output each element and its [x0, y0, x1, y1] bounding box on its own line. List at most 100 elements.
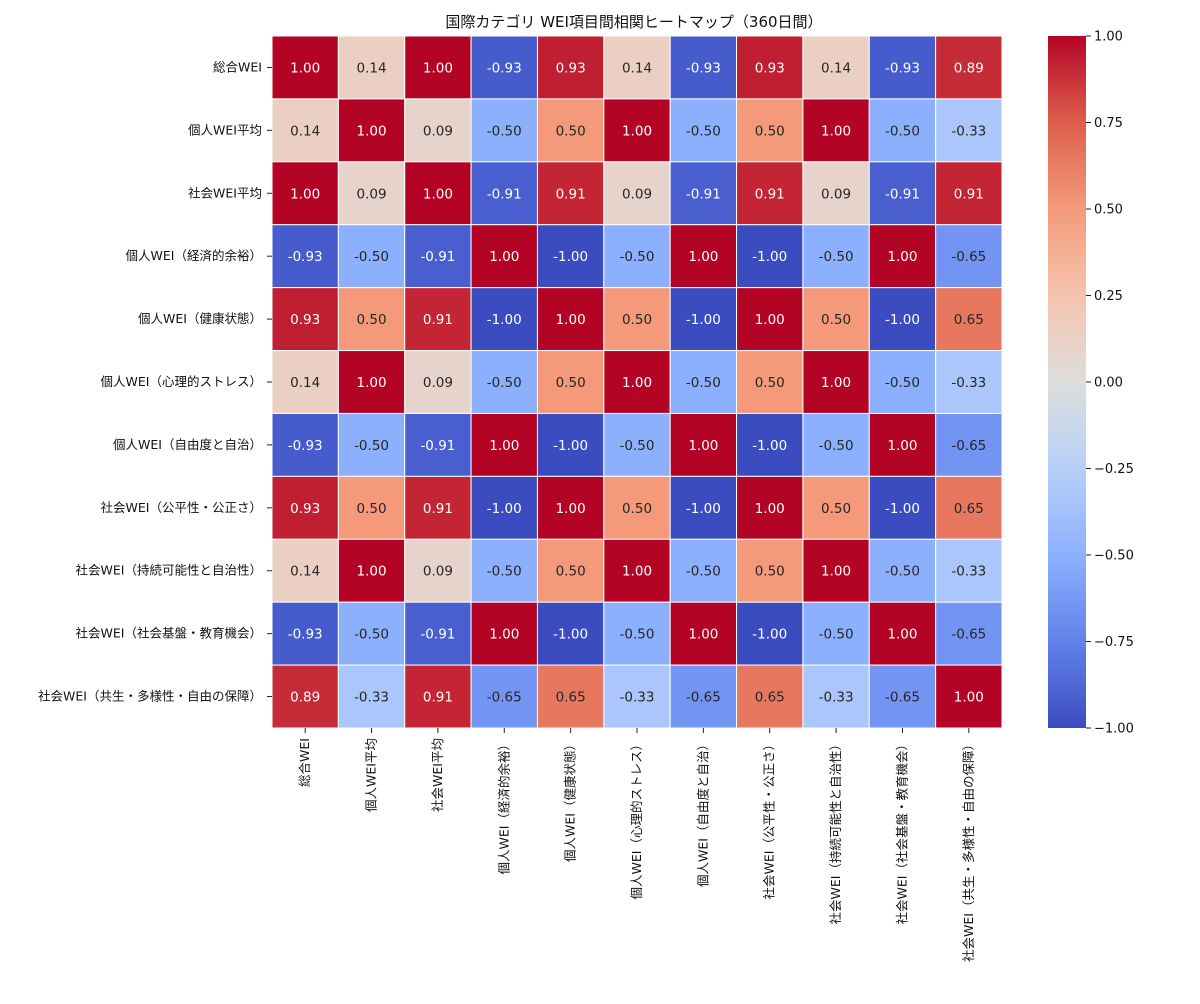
cell-value-label: 0.14: [622, 60, 652, 76]
heatmap-cell: [935, 224, 1003, 289]
heatmap-cell: [736, 412, 804, 477]
heatmap-cell: [536, 601, 605, 666]
heatmap-cell: [868, 224, 937, 289]
heatmap-cell: [868, 35, 937, 100]
cell-value-label: 0.91: [556, 186, 586, 202]
cell-value-label: -1.00: [553, 438, 588, 454]
heatmap-cell: [802, 224, 870, 289]
cell-value-label: 0.91: [423, 501, 453, 517]
cell-value-label: 0.93: [556, 60, 586, 76]
heatmap-cell: [802, 161, 870, 226]
cell-value-label: 0.89: [290, 690, 320, 706]
cell-value-label: -0.50: [885, 123, 920, 139]
cell-value-label: 0.93: [755, 60, 785, 76]
cell-value-label: -0.33: [951, 123, 986, 139]
cell-value-label: -0.50: [819, 627, 854, 643]
cell-value-label: 1.00: [622, 123, 652, 139]
cell-value-label: -0.50: [885, 564, 920, 580]
heatmap-cell: [669, 412, 738, 477]
heatmap-cell: [868, 664, 937, 729]
cell-value-label: -0.93: [686, 60, 721, 76]
heatmap-cell: [271, 35, 339, 100]
cell-value-label: 1.00: [290, 60, 320, 76]
cell-value-label: 1.00: [821, 123, 851, 139]
colorbar-tick-label: 1.00: [1094, 30, 1123, 45]
cell-value-label: -0.65: [487, 690, 522, 706]
column-label: 個人WEI（健康状態）: [563, 738, 578, 862]
heatmap-cell: [736, 601, 804, 666]
row-label: 個人WEI（自由度と自治）: [113, 437, 262, 452]
cell-value-label: 0.93: [290, 501, 320, 517]
cell-value-label: 0.91: [954, 186, 984, 202]
column-label: 社会WEI（共生・多様性・自由の保障）: [961, 738, 976, 962]
heatmap-cell: [470, 412, 538, 477]
cell-value-label: -0.33: [819, 690, 854, 706]
cell-value-label: -0.65: [951, 438, 986, 454]
heatmap-cell: [802, 98, 870, 163]
colorbar-tick-label: 0.50: [1094, 203, 1123, 218]
heatmap-cell: [868, 287, 937, 352]
cell-value-label: 0.50: [755, 375, 785, 391]
cell-value-label: 0.50: [821, 312, 851, 328]
cell-value-label: 1.00: [821, 564, 851, 580]
cell-value-label: 1.00: [556, 312, 586, 328]
heatmap-cell: [337, 664, 406, 729]
column-label: 社会WEI（社会基盤・教育機会）: [894, 738, 909, 924]
heatmap-cell: [470, 538, 538, 603]
cell-value-label: -0.50: [885, 375, 920, 391]
cell-value-label: 0.14: [290, 375, 320, 391]
heatmap-cell: [935, 350, 1003, 414]
cell-value-label: 0.09: [423, 564, 453, 580]
heatmap-cell: [802, 287, 870, 352]
heatmap-cell: [935, 35, 1003, 100]
heatmap-cell: [868, 412, 937, 477]
heatmap-cell: [669, 475, 738, 540]
heatmap-cell: [669, 98, 738, 163]
cell-value-label: 1.00: [887, 249, 917, 265]
cell-value-label: -1.00: [885, 501, 920, 517]
heatmap-cell: [935, 412, 1003, 477]
cell-value-label: -0.65: [885, 690, 920, 706]
heatmap-cell: [271, 161, 339, 226]
row-label: 社会WEI（社会基盤・教育機会）: [76, 626, 262, 641]
heatmap-cell: [603, 538, 671, 603]
cell-value-label: -1.00: [553, 249, 588, 265]
heatmap-cell: [935, 161, 1003, 226]
heatmap-cell: [404, 35, 472, 100]
cell-value-label: -1.00: [752, 627, 787, 643]
cell-value-label: 0.50: [755, 564, 785, 580]
heatmap-cell: [603, 98, 671, 163]
heatmap-cell: [404, 224, 472, 289]
column-label: 個人WEI平均: [364, 738, 379, 812]
heatmap-cell: [337, 287, 406, 352]
heatmap-cell: [470, 601, 538, 666]
heatmap-cell: [802, 664, 870, 729]
row-label: 社会WEI（共生・多様性・自由の保障）: [38, 689, 262, 704]
heatmap-cell: [536, 664, 605, 729]
cell-value-label: 1.00: [622, 564, 652, 580]
row-label: 社会WEI（公平性・公正さ）: [101, 500, 262, 515]
heatmap-cell: [404, 538, 472, 603]
heatmap-cell: [736, 98, 804, 163]
cell-value-label: -0.33: [620, 690, 655, 706]
heatmap-cell: [603, 664, 671, 729]
cell-value-label: 0.50: [622, 501, 652, 517]
cell-value-label: 0.91: [423, 690, 453, 706]
heatmap-cell: [337, 475, 406, 540]
cell-value-label: -1.00: [487, 312, 522, 328]
heatmap-cell: [536, 161, 605, 226]
cell-value-label: -0.91: [420, 438, 455, 454]
heatmap-cell: [404, 287, 472, 352]
heatmap-cell: [603, 161, 671, 226]
row-label: 社会WEI（持続可能性と自治性）: [76, 563, 262, 578]
column-label: 社会WEI（公平性・公正さ）: [762, 738, 777, 899]
cell-value-label: -1.00: [553, 627, 588, 643]
heatmap-cell: [470, 287, 538, 352]
column-label: 個人WEI（自由度と自治）: [695, 738, 710, 887]
cell-value-label: -0.50: [354, 249, 389, 265]
cell-value-label: 1.00: [489, 627, 519, 643]
cell-value-label: -0.50: [819, 438, 854, 454]
heatmap-cell: [802, 601, 870, 666]
heatmap-cell: [536, 475, 605, 540]
